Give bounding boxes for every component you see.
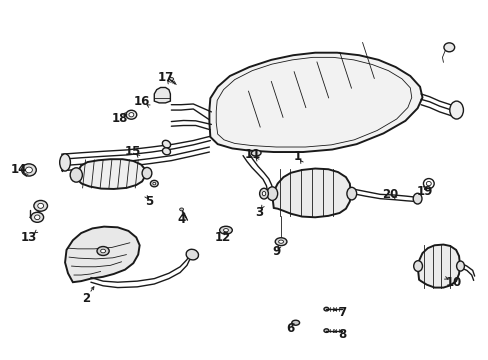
Ellipse shape [21, 164, 36, 176]
Ellipse shape [38, 203, 43, 208]
Text: 13: 13 [21, 231, 37, 244]
Ellipse shape [169, 77, 173, 80]
Ellipse shape [34, 201, 47, 211]
Ellipse shape [449, 101, 463, 119]
Text: 6: 6 [286, 322, 294, 335]
Ellipse shape [423, 179, 433, 189]
Ellipse shape [101, 249, 105, 253]
Ellipse shape [186, 249, 198, 260]
Text: 4: 4 [177, 213, 185, 226]
Text: 1: 1 [293, 150, 302, 163]
Text: 14: 14 [11, 163, 27, 176]
Ellipse shape [70, 168, 82, 182]
Ellipse shape [291, 320, 299, 325]
Text: 12: 12 [214, 231, 230, 244]
Ellipse shape [31, 212, 43, 222]
Ellipse shape [251, 150, 261, 156]
Polygon shape [65, 226, 140, 282]
Ellipse shape [223, 229, 228, 232]
Text: 20: 20 [381, 188, 397, 201]
Ellipse shape [153, 182, 156, 185]
Text: 17: 17 [157, 71, 173, 84]
Text: 9: 9 [271, 245, 280, 258]
Text: 7: 7 [337, 306, 346, 319]
Ellipse shape [142, 167, 152, 179]
Ellipse shape [346, 187, 356, 200]
Ellipse shape [324, 329, 328, 332]
Text: 15: 15 [125, 145, 141, 158]
Text: 11: 11 [244, 148, 261, 161]
Text: 18: 18 [111, 112, 127, 125]
Ellipse shape [262, 192, 265, 196]
Polygon shape [216, 57, 411, 147]
Ellipse shape [60, 154, 70, 171]
Polygon shape [78, 159, 145, 189]
Ellipse shape [456, 261, 464, 271]
Ellipse shape [162, 148, 170, 155]
Text: 8: 8 [337, 328, 346, 341]
Polygon shape [417, 244, 459, 288]
Ellipse shape [324, 307, 328, 311]
Text: 5: 5 [145, 195, 153, 208]
Ellipse shape [412, 193, 421, 204]
Ellipse shape [97, 247, 109, 256]
Ellipse shape [35, 215, 40, 220]
Ellipse shape [259, 188, 268, 199]
Ellipse shape [162, 140, 170, 148]
Polygon shape [154, 87, 170, 103]
Ellipse shape [278, 240, 283, 243]
Text: 10: 10 [445, 276, 461, 289]
Ellipse shape [126, 110, 137, 119]
Polygon shape [272, 168, 350, 217]
Ellipse shape [266, 187, 277, 201]
Ellipse shape [219, 226, 232, 234]
Text: 2: 2 [82, 292, 90, 305]
Ellipse shape [25, 167, 32, 173]
Ellipse shape [426, 181, 430, 186]
Text: 16: 16 [134, 95, 150, 108]
Polygon shape [209, 53, 422, 152]
Text: 19: 19 [416, 185, 432, 198]
Ellipse shape [275, 238, 286, 246]
Text: 3: 3 [255, 206, 263, 219]
Ellipse shape [413, 261, 422, 271]
Ellipse shape [129, 113, 134, 117]
Ellipse shape [150, 180, 158, 187]
Ellipse shape [443, 43, 454, 52]
Ellipse shape [179, 208, 183, 211]
